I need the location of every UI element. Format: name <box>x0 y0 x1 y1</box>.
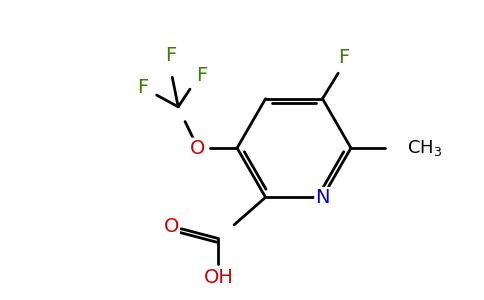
Text: O: O <box>190 139 206 158</box>
Text: O: O <box>164 217 179 236</box>
Text: CH$_3$: CH$_3$ <box>407 138 442 158</box>
Text: N: N <box>315 188 330 207</box>
Text: OH: OH <box>203 268 233 287</box>
Text: F: F <box>165 46 176 65</box>
Text: F: F <box>338 48 350 67</box>
Text: F: F <box>196 66 207 85</box>
Text: F: F <box>137 78 149 97</box>
